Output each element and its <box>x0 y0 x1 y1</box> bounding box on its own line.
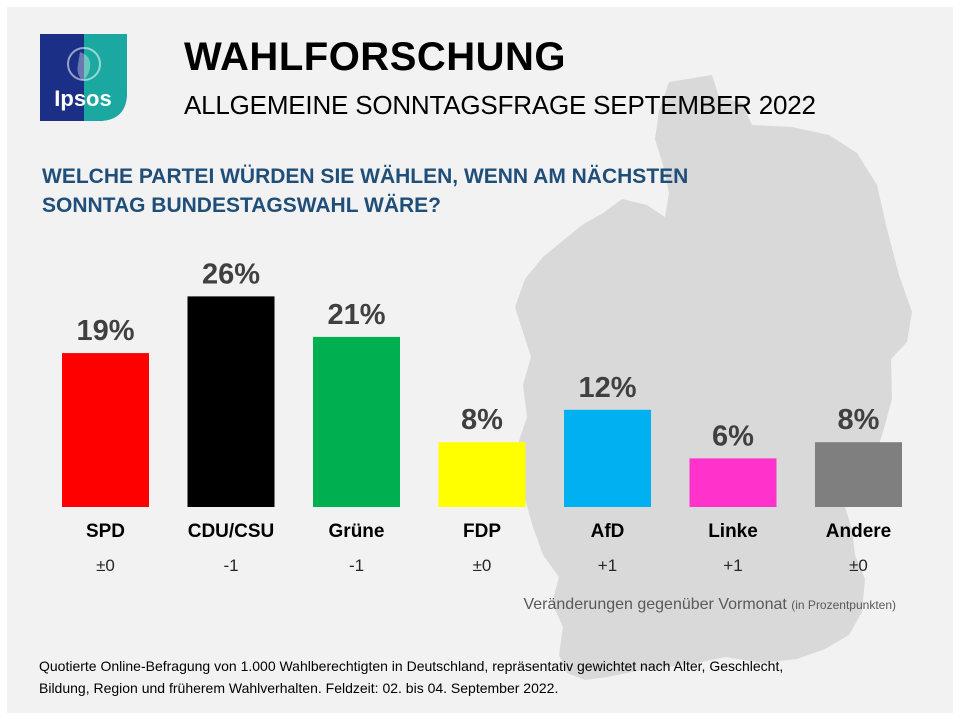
category-label-cdu-csu: CDU/CSU <box>188 521 275 542</box>
bar-linke <box>689 458 777 507</box>
category-label-linke: Linke <box>708 521 758 542</box>
page-title: WAHLFORSCHUNG <box>184 35 567 79</box>
bar-spd <box>62 353 149 507</box>
bar-gr-ne <box>313 336 400 507</box>
change-caption-note: (in Prozentpunkten) <box>791 598 896 612</box>
change-label-spd: ±0 <box>96 556 115 575</box>
category-label-afd: AfD <box>591 521 625 542</box>
logo-text: Ipsos <box>54 86 111 111</box>
value-label-andere: 8% <box>838 404 880 436</box>
bar-cdu-csu <box>187 296 275 507</box>
bar-andere <box>815 442 902 507</box>
footnote: Quotierte Online-Befragung von 1.000 Wah… <box>39 658 784 696</box>
value-label-linke: 6% <box>712 420 754 452</box>
value-label-spd: 19% <box>76 315 134 347</box>
slide: Ipsos WAHLFORSCHUNG ALLGEMEINE SONNTAGSF… <box>7 7 953 713</box>
change-label-cdu-csu: -1 <box>223 556 238 575</box>
germany-map <box>513 75 912 680</box>
value-label-gr-ne: 21% <box>327 299 385 331</box>
survey-question: WELCHE PARTEI WÜRDEN SIE WÄHLEN, WENN AM… <box>42 165 689 217</box>
category-label-andere: Andere <box>826 521 891 542</box>
change-label-andere: ±0 <box>849 556 868 575</box>
change-label-fdp: ±0 <box>473 556 492 575</box>
change-caption-main: Veränderungen gegenüber Vormonat <box>523 596 787 613</box>
page-subtitle: ALLGEMEINE SONNTAGSFRAGE SEPTEMBER 2022 <box>184 90 816 120</box>
bar-fdp <box>438 442 526 507</box>
change-caption: Veränderungen gegenüber Vormonat (in Pro… <box>523 596 896 614</box>
category-label-gr-ne: Grüne <box>329 521 385 542</box>
bar-chart: 19% SPD ±0 26% CDU/CSU -1 21% Grüne -1 8% FDP ±0 12%… <box>62 258 902 575</box>
category-label-fdp: FDP <box>463 521 501 542</box>
change-label-linke: +1 <box>723 556 742 575</box>
category-label-spd: SPD <box>86 521 125 542</box>
bar-afd <box>564 409 651 507</box>
value-label-fdp: 8% <box>461 404 503 436</box>
value-label-cdu-csu: 26% <box>202 258 260 290</box>
ipsos-logo: Ipsos <box>40 34 127 121</box>
change-label-afd: +1 <box>598 556 617 575</box>
change-label-gr-ne: -1 <box>349 556 364 575</box>
value-label-afd: 12% <box>578 372 636 404</box>
